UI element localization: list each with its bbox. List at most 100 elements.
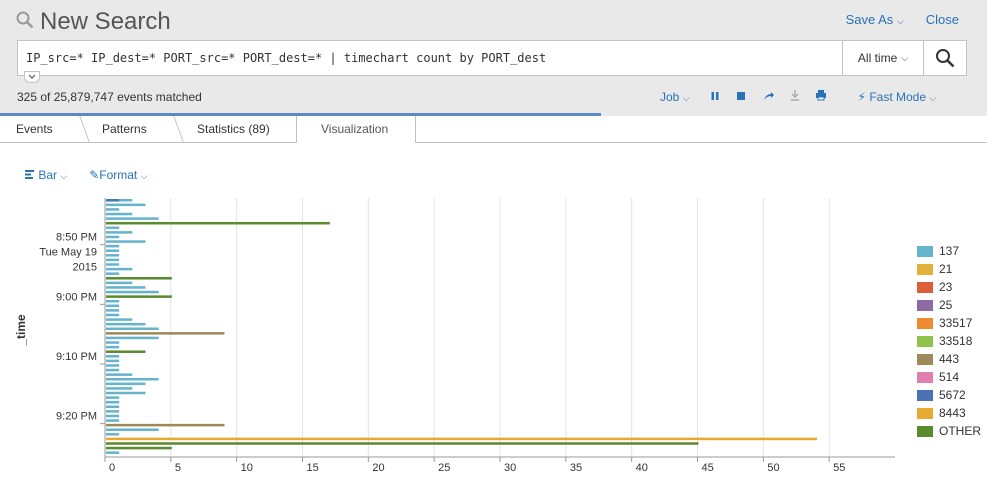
- expand-search-toggle[interactable]: [24, 71, 40, 83]
- legend-item[interactable]: 137: [917, 242, 981, 260]
- bar-chart: 0 5 10 15 20 25 30 35 40 45 50 55 8:50 PM Tue May 19 2…: [14, 198, 895, 474]
- bar: [106, 309, 120, 312]
- chevron-down-icon: ⌵: [60, 171, 68, 181]
- legend-item[interactable]: 443: [917, 350, 981, 368]
- chart-type-label: Bar: [38, 168, 58, 182]
- tab-divider: [79, 116, 90, 142]
- legend-item[interactable]: 5672: [917, 386, 981, 404]
- legend-item[interactable]: 8443: [917, 404, 981, 422]
- search-mode-menu[interactable]: ⚡︎ Fast Mode ⌵: [858, 90, 937, 104]
- format-menu[interactable]: ✎Format ⌵: [89, 168, 147, 182]
- chevron-down-icon: ⌵: [896, 16, 904, 26]
- x-tick-label: 25: [438, 462, 450, 474]
- legend-item[interactable]: 21: [917, 260, 981, 278]
- y-tick-sublabel: Tue May 19: [39, 247, 97, 259]
- print-icon[interactable]: [814, 89, 828, 104]
- y-tick-sublabel: 2015: [73, 262, 97, 274]
- legend-item[interactable]: 25: [917, 296, 981, 314]
- bar: [106, 272, 120, 275]
- bar: [106, 304, 120, 308]
- pencil-icon: ✎: [89, 168, 100, 182]
- x-tick-label: 45: [702, 462, 714, 474]
- job-progress-bar: [0, 113, 601, 116]
- bar: [106, 419, 120, 422]
- legend-item[interactable]: 33517: [917, 314, 981, 332]
- bar: [106, 295, 172, 298]
- search-icon: [936, 49, 955, 68]
- time-range-picker[interactable]: All time ⌵: [842, 41, 923, 75]
- visualization-controls: Bar ⌵ ✎Format ⌵: [25, 168, 147, 182]
- save-as-button[interactable]: Save As ⌵: [846, 12, 904, 27]
- tab-patterns[interactable]: Patterns: [102, 122, 147, 136]
- bar: [106, 313, 120, 317]
- legend-label: 21: [939, 262, 953, 276]
- bar: [106, 327, 159, 331]
- legend-label: 25: [939, 298, 953, 312]
- tab-events[interactable]: Events: [16, 122, 53, 136]
- tab-visualization-label: Visualization: [321, 122, 389, 136]
- bar: [106, 286, 146, 289]
- legend-swatch: [917, 317, 933, 329]
- bar: [106, 451, 120, 454]
- bar: [106, 226, 120, 230]
- bar: [106, 322, 146, 326]
- bar: [106, 410, 120, 413]
- search-button[interactable]: [923, 41, 966, 75]
- x-tick-label: 40: [636, 462, 648, 474]
- y-tick-label: 9:10 PM: [56, 351, 97, 363]
- bar: [106, 364, 120, 367]
- legend-item[interactable]: OTHER: [917, 422, 981, 440]
- x-tick-label: 55: [833, 462, 845, 474]
- bar: [106, 240, 146, 243]
- legend-swatch: [917, 353, 933, 365]
- bar: [106, 341, 120, 344]
- legend-label: 33517: [939, 316, 973, 330]
- y-tick-label: 8:50 PM: [56, 232, 97, 244]
- bar: [106, 405, 120, 409]
- job-menu[interactable]: Job ⌵: [660, 90, 690, 104]
- legend-label: 33518: [939, 334, 973, 348]
- x-tick-label: 35: [570, 462, 582, 474]
- bar-chart-icon: [25, 170, 34, 179]
- legend-item[interactable]: 23: [917, 278, 981, 296]
- search-bar: IP_src=* IP_dest=* PORT_src=* PORT_dest=…: [17, 40, 967, 76]
- bar: [106, 442, 699, 445]
- bar: [106, 414, 120, 418]
- close-button[interactable]: Close: [925, 12, 959, 27]
- tab-statistics[interactable]: Statistics (89): [197, 122, 270, 136]
- y-tick-label: 9:00 PM: [56, 291, 97, 303]
- pause-icon[interactable]: [708, 90, 722, 104]
- stop-icon[interactable]: [734, 90, 748, 104]
- x-tick-label: 50: [767, 462, 779, 474]
- job-label: Job: [660, 89, 680, 104]
- bar: [106, 350, 146, 353]
- results-tabs: Events Patterns Statistics (89): [0, 116, 987, 143]
- search-query-input[interactable]: IP_src=* IP_dest=* PORT_src=* PORT_dest=…: [26, 51, 547, 65]
- chart-type-menu[interactable]: Bar ⌵: [25, 168, 67, 182]
- legend-label: 137: [939, 244, 960, 258]
- legend-item[interactable]: 33518: [917, 332, 981, 350]
- job-toolbar: Job ⌵ ⚡︎ Fast Mode ⌵: [660, 89, 936, 104]
- lightning-icon: ⚡︎: [857, 89, 866, 104]
- share-icon[interactable]: [762, 90, 776, 104]
- legend-label: 23: [939, 280, 953, 294]
- legend-swatch: [917, 371, 933, 383]
- chevron-down-icon: [28, 74, 36, 79]
- format-label: Format: [99, 168, 138, 182]
- download-icon[interactable]: [788, 89, 802, 104]
- legend-item[interactable]: 514: [917, 368, 981, 386]
- bar: [106, 396, 120, 399]
- page-title: New Search: [40, 8, 171, 35]
- tab-visualization[interactable]: Visualization: [296, 116, 416, 143]
- bar: [106, 199, 120, 202]
- legend-label: 514: [939, 370, 960, 384]
- chevron-down-icon: ⌵: [929, 92, 937, 103]
- x-tick-label: 20: [372, 462, 384, 474]
- legend-label: 443: [939, 352, 960, 366]
- bar: [106, 446, 172, 450]
- bar: [106, 212, 133, 216]
- legend-swatch: [917, 335, 933, 347]
- bar: [106, 373, 133, 376]
- legend-swatch: [917, 281, 933, 293]
- bar: [106, 290, 159, 294]
